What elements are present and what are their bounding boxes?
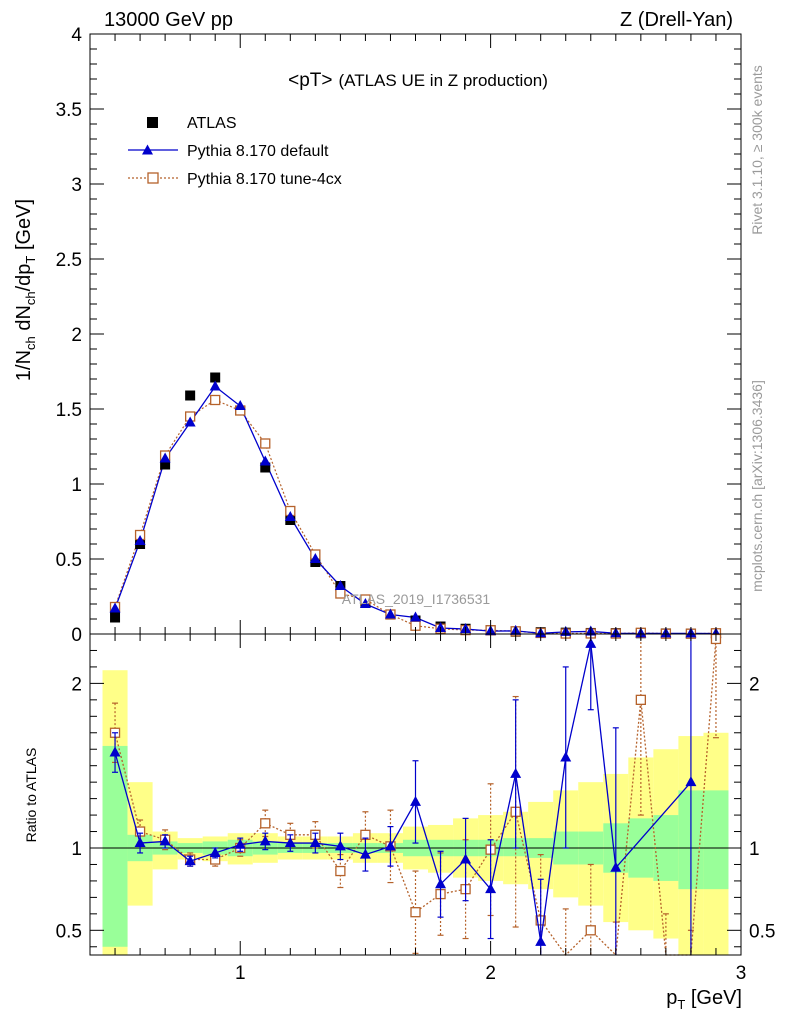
legend-label-atlas: ATLAS xyxy=(187,115,237,132)
y-tick-label: 2 xyxy=(71,325,82,346)
default-point xyxy=(209,380,221,391)
default-ratio-point xyxy=(284,837,296,848)
y-tick-label: 0.5 xyxy=(56,550,82,571)
tune-ratio-point xyxy=(335,865,346,877)
default-point xyxy=(184,416,196,427)
default-ratio-point xyxy=(234,838,246,849)
atlas-point xyxy=(210,372,221,383)
tune-point xyxy=(260,438,271,449)
default-ratio-point xyxy=(309,837,321,848)
atlas-point xyxy=(110,612,121,623)
default-ratio-point xyxy=(184,855,196,866)
legend-marker-atlas xyxy=(147,117,158,128)
default-ratio-point xyxy=(109,746,121,757)
default-ratio-point xyxy=(485,883,497,894)
ratio-band-inner xyxy=(102,745,128,947)
default-ratio-point xyxy=(685,776,697,787)
y-tick-label: 2.5 xyxy=(56,250,82,271)
default-point xyxy=(309,553,321,563)
legend-marker-tune xyxy=(147,172,159,184)
energy-label: 13000 GeV pp xyxy=(104,9,233,31)
atlas-point xyxy=(185,390,196,401)
tune-point xyxy=(210,394,221,406)
default-point xyxy=(284,511,296,521)
legend-marker-default xyxy=(142,144,153,155)
process-label: Z (Drell-Yan) xyxy=(620,9,733,31)
default-point xyxy=(384,608,396,619)
ratio-tick-label-right: 2 xyxy=(749,674,760,695)
ratio-tick-label-left: 0.5 xyxy=(56,921,82,942)
tune-ratio-point xyxy=(410,907,421,918)
y-tick-label: 1.5 xyxy=(56,400,82,421)
default-ratio-point xyxy=(384,840,396,851)
legend-label-tune: Pythia 8.170 tune-4cx xyxy=(187,171,342,188)
default-point xyxy=(109,602,121,613)
x-tick-label: 1 xyxy=(235,963,246,984)
ratio-tick-label-left: 2 xyxy=(71,674,82,695)
default-ratio-point xyxy=(460,853,472,864)
legend-label-default: Pythia 8.170 default xyxy=(187,143,329,160)
atlas-point xyxy=(160,459,171,470)
default-ratio-point xyxy=(410,795,421,806)
y-tick-label: 3 xyxy=(71,175,82,196)
x-tick-label: 2 xyxy=(485,963,496,984)
default-ratio-point xyxy=(334,840,346,851)
default-point xyxy=(334,580,346,590)
y-tick-label: 1 xyxy=(71,475,82,496)
default-ratio-point xyxy=(359,848,371,859)
y-axis-label: 1/Nch dNch/dpT [GeV] xyxy=(13,199,38,381)
ratio-tick-label-right: 1 xyxy=(749,839,760,860)
ratio-band-inner xyxy=(703,790,729,890)
default-ratio-point xyxy=(610,861,622,872)
default-ratio-point xyxy=(585,637,597,648)
mcplots-label: mcplots.cern.ch [arXiv:1306.3436] xyxy=(749,380,765,592)
analysis-watermark: ATLAS_2019_I1736531 xyxy=(342,591,491,607)
default-ratio-point xyxy=(259,835,271,846)
ratio-y-axis-label: Ratio to ATLAS xyxy=(23,748,39,843)
default-ratio-point xyxy=(435,878,447,889)
rivet-version-label: Rivet 3.1.10, ≥ 300k events xyxy=(749,65,765,235)
default-ratio-point xyxy=(209,846,221,857)
atlas-point xyxy=(260,462,271,473)
default-ratio-point xyxy=(560,751,572,762)
default-ratio-point xyxy=(159,835,171,846)
x-axis-label: pT [GeV] xyxy=(666,987,742,1012)
default-point xyxy=(259,455,271,466)
tune-ratio-point xyxy=(585,925,596,936)
default-point xyxy=(159,452,171,463)
default-ratio-point xyxy=(134,837,146,848)
default-ratio-point xyxy=(535,935,547,946)
default-point xyxy=(410,611,421,622)
y-tick-label: 0 xyxy=(71,625,82,646)
tune-ratio-point xyxy=(260,818,271,829)
y-tick-label: 3.5 xyxy=(56,100,82,121)
default-point xyxy=(234,400,246,410)
default-point xyxy=(134,535,146,545)
default-ratio-point xyxy=(510,767,522,778)
plot-title: <pT> (ATLAS UE in Z production) xyxy=(288,70,548,91)
x-tick-label: 3 xyxy=(736,963,747,984)
default-ratio-line xyxy=(114,643,692,942)
y-tick-label: 4 xyxy=(71,25,82,46)
legend: ATLAS Pythia 8.170 default Pythia 8.170 … xyxy=(128,115,342,188)
ratio-tick-label-right: 0.5 xyxy=(749,921,775,942)
default-point xyxy=(359,598,371,608)
ratio-tick-label-left: 1 xyxy=(71,839,82,860)
tune-ratio-point xyxy=(635,694,646,705)
